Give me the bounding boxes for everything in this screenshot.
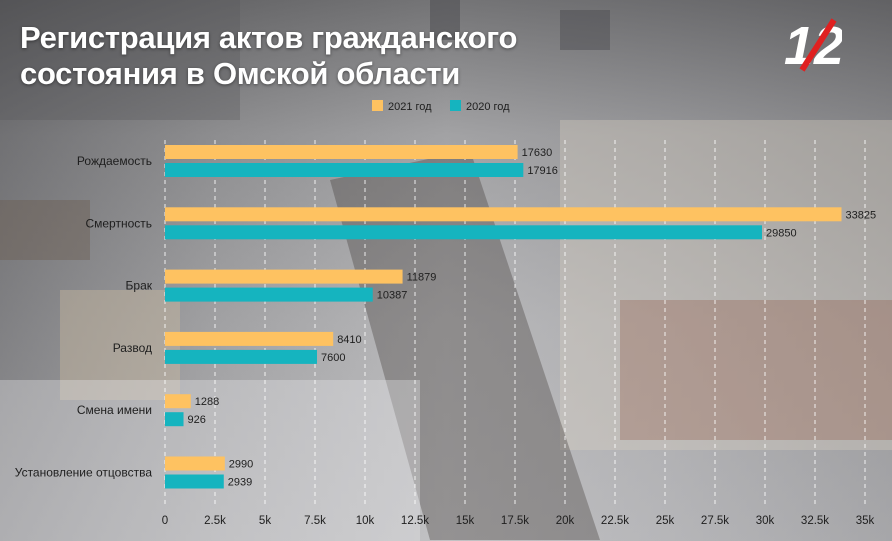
bar <box>165 456 225 471</box>
legend-swatch <box>450 100 461 111</box>
chart-title: Регистрация актов гражданского состояния… <box>20 20 580 92</box>
bar <box>165 349 317 364</box>
bar <box>165 394 191 409</box>
chart-title-line-1: Регистрация актов гражданского <box>20 20 518 55</box>
data-label: 10387 <box>377 290 408 302</box>
bar <box>165 412 184 427</box>
x-tick-label: 25k <box>656 515 675 527</box>
data-label: 33825 <box>846 209 877 221</box>
bar <box>165 145 518 159</box>
x-tick-label: 5k <box>259 515 271 527</box>
data-label: 926 <box>188 414 206 426</box>
data-label: 11879 <box>407 272 437 284</box>
x-tick-label: 20k <box>556 515 575 527</box>
x-tick-label: 0 <box>162 515 168 527</box>
bar <box>165 287 373 302</box>
x-tick-label: 12.5k <box>401 515 429 527</box>
data-label: 17916 <box>527 165 558 177</box>
x-tick-label: 10k <box>356 515 375 527</box>
legend-label: 2020 год <box>466 101 510 113</box>
data-label: 8410 <box>337 334 361 346</box>
legend: 2021 год 2020 год <box>372 100 510 113</box>
bar <box>165 225 762 240</box>
x-tick-label: 7.5k <box>304 515 326 527</box>
x-tick-label: 35k <box>856 515 875 527</box>
x-tick-label: 27.5k <box>701 515 729 527</box>
labels-layer: Рождаемость 17630 17916 Смертность 33825 2985… <box>15 147 876 489</box>
x-axis: 0 2.5k 5k 7.5k 10k 12.5k 15k 17.5k 20k 22.5k 25k 27… <box>162 515 875 527</box>
category-label: Рождаемость <box>77 154 152 168</box>
x-tick-label: 30k <box>756 515 775 527</box>
bar <box>165 331 334 346</box>
category-label: Брак <box>126 279 153 293</box>
grid-layer <box>164 140 866 505</box>
data-label: 7600 <box>321 352 345 364</box>
bar <box>165 207 842 222</box>
category-label: Развод <box>113 341 152 355</box>
x-tick-label: 22.5k <box>601 515 629 527</box>
channel-12-logo: 12 <box>784 16 842 72</box>
chart-title-line-2: состояния в Омской области <box>20 56 461 91</box>
data-label: 2939 <box>228 477 252 489</box>
data-label: 29850 <box>766 227 797 239</box>
bars-layer <box>165 145 842 489</box>
data-label: 17630 <box>522 147 553 159</box>
bar <box>165 269 403 284</box>
data-label: 1288 <box>195 396 219 408</box>
legend-swatch <box>372 100 383 111</box>
x-tick-label: 2.5k <box>204 515 226 527</box>
category-label: Смертность <box>85 216 152 230</box>
category-label: Установление отцовства <box>15 466 153 480</box>
legend-label: 2021 год <box>388 101 432 113</box>
logo-slash <box>799 18 837 72</box>
x-tick-label: 32.5k <box>801 515 829 527</box>
category-label: Смена имени <box>77 403 152 417</box>
bar <box>165 474 224 489</box>
data-label: 2990 <box>229 459 253 471</box>
x-tick-label: 15k <box>456 515 475 527</box>
bar <box>165 163 524 177</box>
x-tick-label: 17.5k <box>501 515 529 527</box>
